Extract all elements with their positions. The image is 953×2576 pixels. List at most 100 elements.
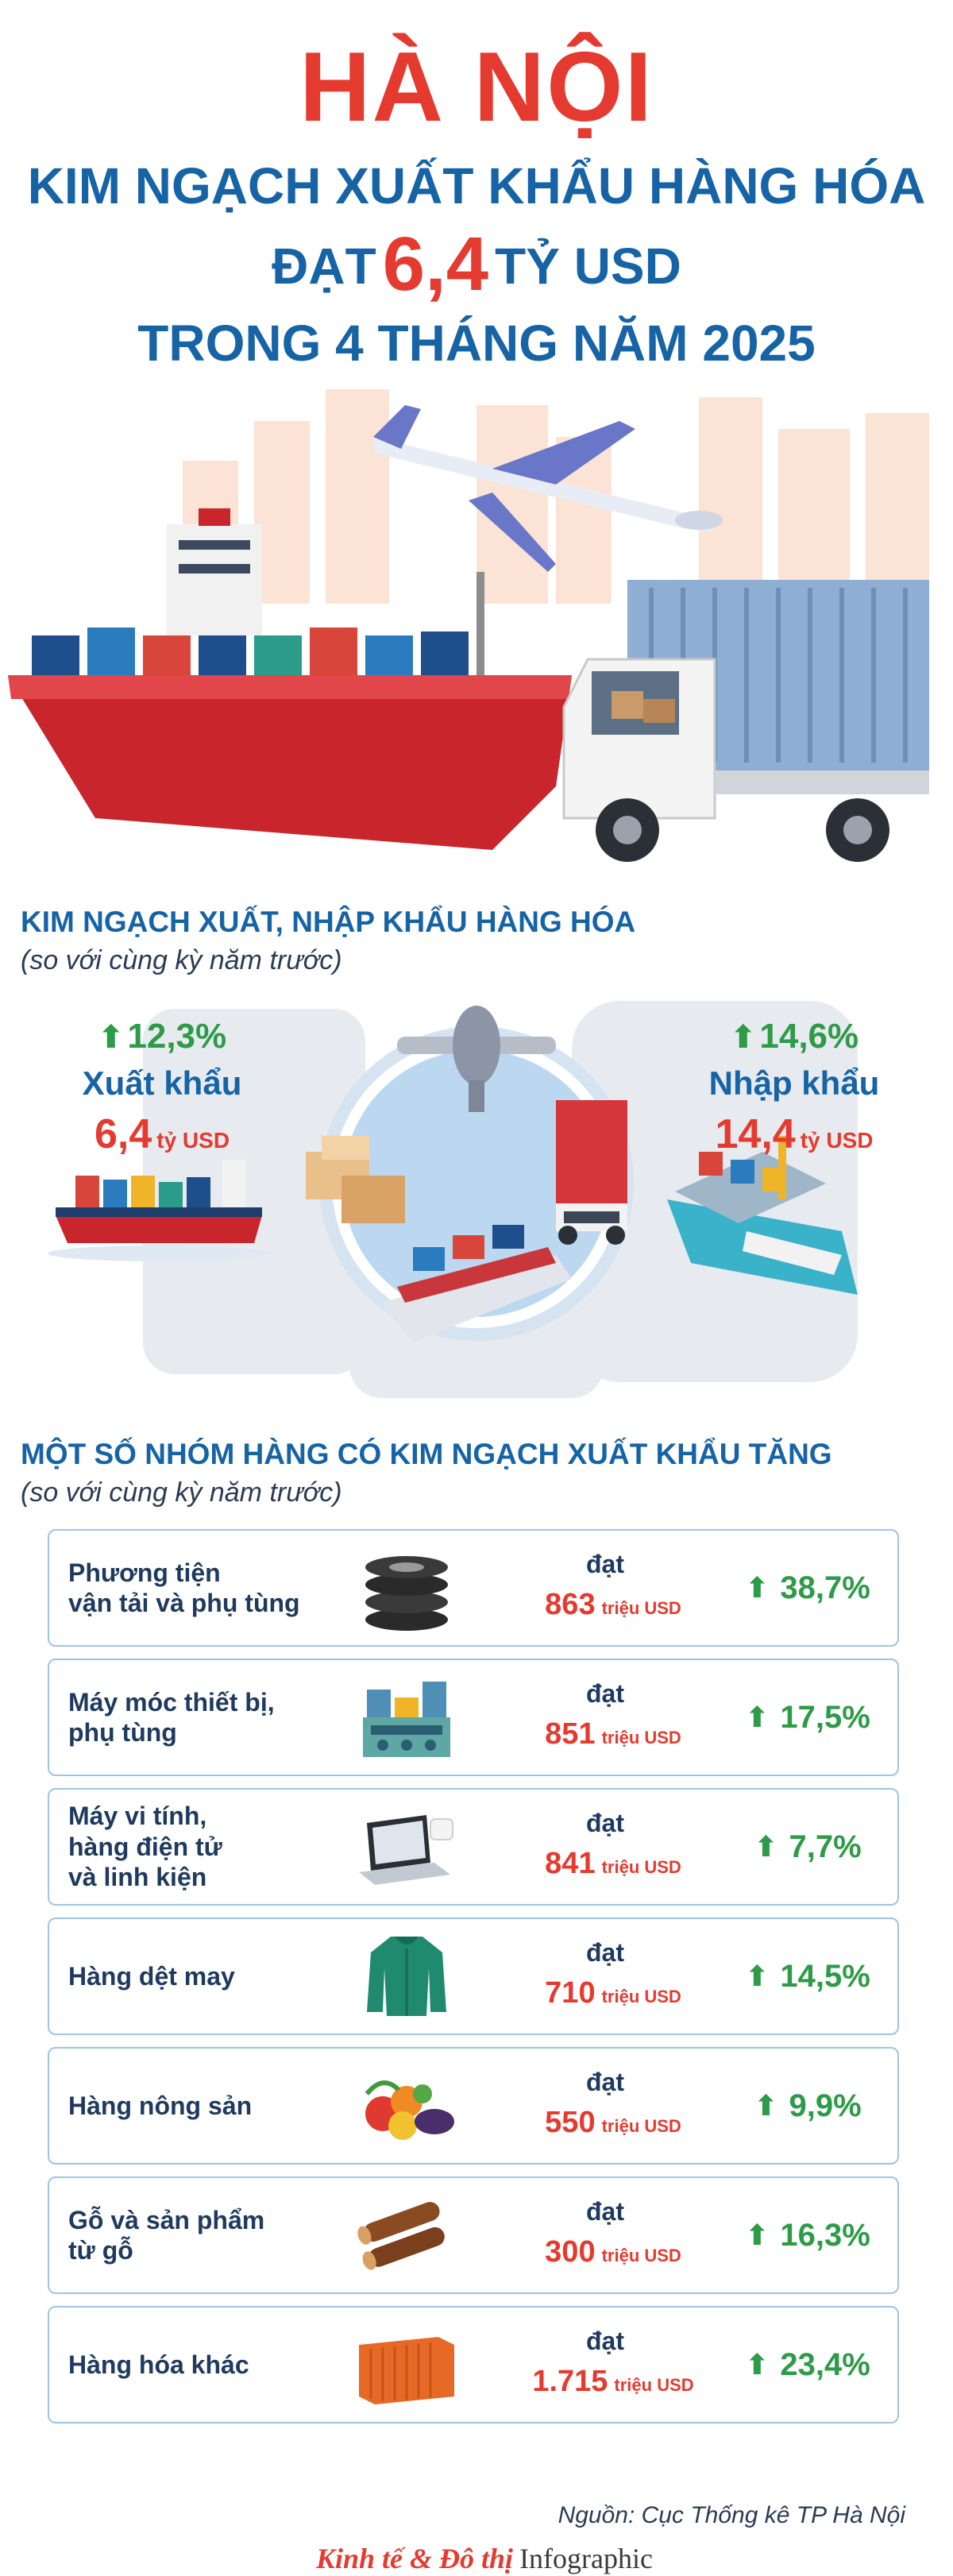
hero-illustration — [0, 373, 953, 898]
export-label: Xuất khẩu — [82, 1064, 242, 1102]
group-change-value: 9,9% — [789, 2087, 862, 2123]
vegetables-icon — [365, 2080, 454, 2140]
group-reach-label: đạt — [586, 1679, 624, 1708]
port-icon — [667, 1136, 858, 1295]
list-item: Máy vi tính, hàng điện tử và linh kiện đ… — [48, 1788, 899, 1906]
export-ship-icon — [48, 1160, 270, 1261]
import-stat: ⬆14,6% Nhập khẩu 14,4 tỷ USD — [683, 1017, 905, 1158]
group-amount-value: 550 — [545, 2106, 596, 2139]
groups-section-subtitle: (so với cùng kỳ năm trước) — [21, 1477, 342, 1508]
import-value-number: 14,4 — [715, 1111, 796, 1157]
headline-line-3: TRONG 4 THÁNG NĂM 2025 — [137, 315, 816, 372]
list-item: Máy móc thiết bị, phụ tùng đạt 851 triệu … — [48, 1659, 899, 1776]
groups-list: Phương tiện vận tải và phụ tùng đạt 863 t… — [48, 1529, 899, 2435]
headline-line-1: KIM NGẠCH XUẤT KHẨU HÀNG HÓA — [27, 157, 926, 214]
import-value: 14,4 tỷ USD — [683, 1110, 905, 1158]
group-change-value: 38,7% — [780, 1570, 870, 1605]
group-change: ⬆ 7,7% — [724, 1790, 891, 1904]
group-change-value: 7,7% — [789, 1829, 862, 1864]
export-value-number: 6,4 — [94, 1111, 152, 1157]
list-item: Hàng dệt may đạt 710 triệu USD ⬆ 14,5% — [48, 1918, 899, 2035]
group-change-value: 17,5% — [780, 1699, 870, 1735]
group-reach-label: đạt — [586, 2327, 624, 2355]
group-reach-label: đạt — [586, 1938, 624, 1967]
group-change-value: 16,3% — [780, 2217, 870, 2253]
arrow-up-icon: ⬆ — [754, 1830, 778, 1863]
tires-icon — [365, 1556, 448, 1631]
ship-circle-icon — [381, 1225, 572, 1342]
group-change-value: 23,4% — [780, 2346, 870, 2382]
group-amount-unit: triệu USD — [601, 1987, 681, 2006]
group-amount-value: 300 — [545, 2235, 596, 2269]
airplane-icon — [373, 405, 723, 572]
list-item: Phương tiện vận tải và phụ tùng đạt 863 t… — [48, 1529, 899, 1647]
import-change: ⬆14,6% — [683, 1017, 905, 1056]
headline-value: 6,4 — [382, 222, 489, 307]
group-reach-label: đạt — [586, 1550, 624, 1578]
headline-prefix: ĐẠT — [272, 238, 376, 295]
group-amount-unit: triệu USD — [601, 1728, 681, 1748]
list-item: Hàng hóa khác đạt 1.715 triệu USD ⬆ 23,4% — [48, 2306, 899, 2423]
group-name: Máy vi tính, hàng điện tử và linh kiện — [68, 1802, 222, 1892]
group-amount: 851 triệu USD — [510, 1717, 716, 1751]
group-name: Hàng hóa khác — [68, 2350, 249, 2379]
group-amount: 300 triệu USD — [510, 2235, 716, 2269]
groups-section-title: MỘT SỐ NHÓM HÀNG CÓ KIM NGẠCH XUẤT KHẨU … — [21, 1438, 832, 1470]
group-name: Máy móc thiết bị, phụ tùng — [68, 1687, 275, 1747]
arrow-up-icon: ⬆ — [745, 1701, 770, 1733]
brand-name: Kinh tế & Đô thị — [316, 2543, 514, 2574]
group-reach-label: đạt — [586, 2068, 624, 2096]
arrow-up-icon: ⬆ — [745, 2219, 770, 2251]
trade-section-subtitle: (so với cùng kỳ năm trước) — [21, 945, 342, 975]
trade-illustration — [48, 1001, 858, 1398]
import-value-unit: tỷ USD — [800, 1128, 874, 1153]
group-name: Hàng dệt may — [68, 1961, 235, 1991]
import-label: Nhập khẩu — [708, 1064, 880, 1102]
group-name: Gỗ và sản phẩm từ gỗ — [68, 2205, 265, 2265]
group-amount-unit: triệu USD — [601, 1857, 681, 1877]
export-value: 6,4 tỷ USD — [51, 1110, 273, 1158]
export-change-value: 12,3% — [127, 1017, 227, 1056]
export-stat: ⬆12,3% Xuất khẩu 6,4 tỷ USD — [51, 1017, 273, 1158]
list-item: Hàng nông sản đạt 550 triệu USD ⬆ 9,9% — [48, 2047, 899, 2165]
group-change: ⬆ 16,3% — [724, 2178, 891, 2292]
group-reach-label: đạt — [586, 1809, 624, 1837]
group-change: ⬆ 17,5% — [724, 1660, 891, 1775]
jacket-icon — [367, 1937, 446, 2016]
group-amount: 550 triệu USD — [510, 2106, 716, 2140]
arrow-up-icon: ⬆ — [97, 1020, 125, 1055]
group-amount-unit: triệu USD — [601, 1598, 681, 1618]
plane-small-icon — [397, 1006, 556, 1112]
group-amount-value: 863 — [545, 1588, 596, 1621]
group-amount-value: 841 — [545, 1847, 596, 1880]
hero-svg — [8, 389, 929, 862]
brand-suffix: Infographic — [519, 2543, 653, 2574]
container-icon — [359, 2337, 454, 2404]
laptop-icon — [359, 1815, 453, 1885]
group-amount-unit: triệu USD — [601, 2116, 681, 2136]
group-reach-label: đạt — [586, 2197, 624, 2226]
headline-city: HÀ NỘI — [299, 33, 654, 142]
group-change: ⬆ 38,7% — [724, 1531, 891, 1645]
headline-suffix: TỶ USD — [495, 238, 681, 295]
arrow-up-icon: ⬆ — [729, 1020, 757, 1055]
list-item: Gỗ và sản phẩm từ gỗ đạt 300 triệu USD ⬆ 1… — [48, 2176, 899, 2294]
group-name: Phương tiện vận tải và phụ tùng — [68, 1558, 300, 1617]
group-change: ⬆ 9,9% — [724, 2049, 891, 2163]
group-change: ⬆ 14,5% — [724, 1919, 891, 2033]
trade-section-title: KIM NGẠCH XUẤT, NHẬP KHẨU HÀNG HÓA — [21, 906, 636, 938]
logs-icon — [357, 2202, 445, 2270]
group-amount: 710 triệu USD — [510, 1976, 716, 2010]
group-amount-value: 710 — [545, 1976, 596, 2010]
arrow-up-icon: ⬆ — [754, 2089, 778, 2122]
group-amount-unit: triệu USD — [601, 2246, 681, 2265]
group-amount: 841 triệu USD — [510, 1847, 716, 1881]
group-amount-unit: triệu USD — [614, 2375, 694, 2395]
group-change-value: 14,5% — [780, 1958, 870, 1994]
export-change: ⬆12,3% — [51, 1017, 273, 1056]
cargo-ship-icon — [8, 508, 572, 850]
boxes-icon — [306, 1136, 405, 1223]
headline-line-2: ĐẠT6,4 TỶ USD — [0, 226, 953, 303]
arrow-up-icon: ⬆ — [745, 1571, 770, 1604]
import-change-value: 14,6% — [759, 1017, 859, 1056]
